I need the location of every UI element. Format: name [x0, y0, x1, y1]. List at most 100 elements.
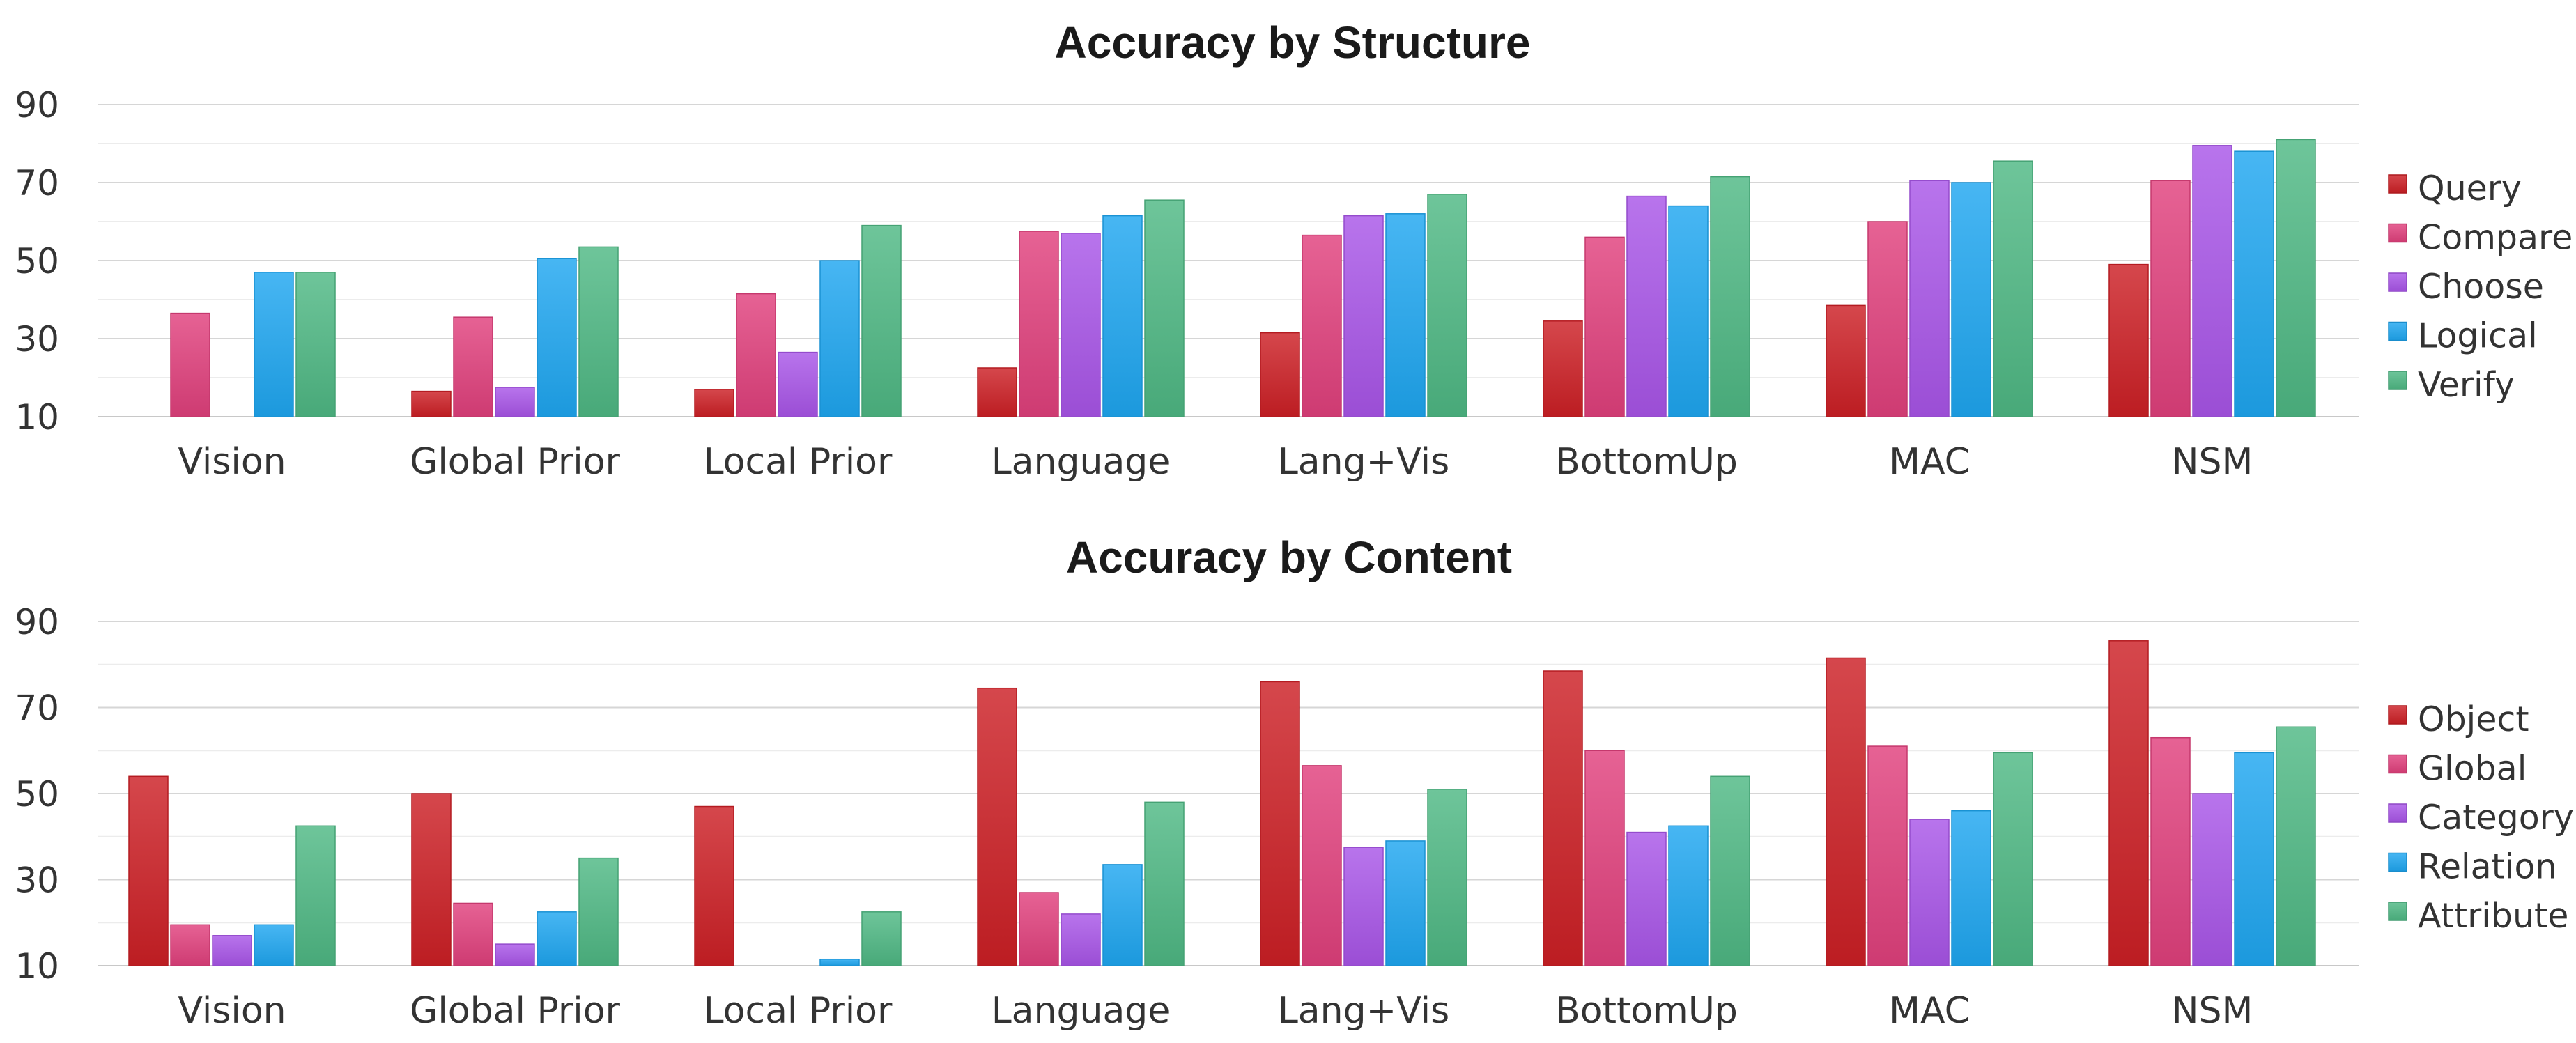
bar-compare	[1019, 231, 1059, 417]
x-category-label: Local Prior	[704, 990, 893, 1032]
bar-query	[694, 389, 734, 417]
y-tick-label: 70	[15, 688, 59, 729]
bar-global	[1584, 750, 1625, 966]
bar-category	[1061, 913, 1101, 966]
bar-object	[411, 793, 452, 966]
bar-relation	[1668, 825, 1709, 966]
legend-label: Choose	[2418, 267, 2544, 307]
bar-object	[128, 775, 169, 966]
y-tick-label: 50	[15, 774, 59, 814]
y-tick-label: 70	[15, 163, 59, 203]
bars	[128, 640, 2316, 966]
x-axis-categories: Vision Global Prior Local Prior Language Lan…	[178, 990, 2253, 1032]
bar-category	[495, 943, 535, 966]
legend-label: Logical	[2418, 316, 2538, 356]
bar-relation	[1951, 810, 1991, 966]
x-category-label: BottomUp	[1555, 990, 1738, 1032]
bar-compare	[170, 312, 210, 417]
bars	[170, 139, 2316, 417]
legend-swatch	[2388, 321, 2407, 341]
bar-compare	[453, 316, 493, 417]
x-category-label: Vision	[178, 441, 286, 483]
bar-compare	[2150, 180, 2191, 417]
x-category-label: NSM	[2172, 990, 2253, 1032]
bar-compare	[1302, 234, 1342, 417]
bar-query	[977, 367, 1017, 417]
bar-choose	[2192, 145, 2232, 417]
structure-chart: Accuracy by Structure 10 30 50 70 90 Vision G…	[15, 17, 2573, 483]
legend-swatch	[2388, 902, 2407, 921]
y-tick-label: 90	[15, 85, 59, 125]
y-tick-label: 30	[15, 319, 59, 360]
bar-query	[2108, 263, 2149, 417]
bar-global	[1019, 892, 1059, 966]
bar-attribute	[1144, 801, 1185, 966]
bar-query	[1826, 304, 1866, 417]
x-category-label: Global Prior	[410, 990, 620, 1032]
bar-category	[1909, 819, 1950, 966]
bar-attribute	[1427, 789, 1467, 966]
bar-verify	[2276, 139, 2316, 417]
y-tick-label: 30	[15, 860, 59, 901]
bar-query	[411, 390, 452, 417]
bar-choose	[1343, 215, 1384, 417]
bar-object	[1260, 681, 1300, 966]
bar-attribute	[578, 857, 619, 966]
legend-label: Query	[2418, 169, 2522, 208]
bar-object	[977, 687, 1017, 966]
x-category-label: Lang+Vis	[1278, 990, 1449, 1032]
bar-verify	[578, 246, 619, 417]
bar-choose	[1061, 233, 1101, 417]
y-axis-ticks: 10 30 50 70 90	[15, 85, 59, 438]
bar-relation	[1102, 864, 1143, 966]
legend-label: Category	[2418, 798, 2574, 837]
legend-label: Verify	[2418, 365, 2515, 405]
bar-choose	[495, 387, 535, 417]
bar-relation	[1385, 840, 1426, 966]
bar-choose	[1909, 180, 1950, 417]
y-tick-label: 10	[15, 397, 59, 438]
legend-label: Object	[2418, 700, 2529, 739]
bar-verify	[1427, 194, 1467, 417]
bar-attribute	[295, 825, 336, 966]
bar-compare	[1584, 236, 1625, 417]
bar-global	[170, 924, 210, 966]
legend-swatch	[2388, 754, 2407, 774]
legend-label: Global	[2418, 749, 2527, 789]
legend-swatch	[2388, 803, 2407, 823]
legend-swatch	[2388, 174, 2407, 194]
bar-query	[1260, 332, 1300, 417]
bar-object	[2108, 640, 2149, 966]
bar-category	[1626, 831, 1667, 966]
bar-attribute	[1710, 775, 1750, 966]
legend-label: Attribute	[2418, 896, 2568, 936]
legend: Query Compare Choose Logical Verify	[2388, 169, 2573, 405]
bar-verify	[295, 272, 336, 417]
x-category-label: BottomUp	[1555, 441, 1738, 483]
bar-logical	[2234, 150, 2274, 417]
bar-global	[453, 902, 493, 966]
x-category-label: MAC	[1889, 990, 1970, 1032]
bar-verify	[1993, 160, 2033, 417]
legend-label: Compare	[2418, 218, 2573, 258]
chart-title: Accuracy by Content	[1066, 532, 1512, 582]
bar-attribute	[1993, 752, 2033, 966]
bar-object	[1826, 657, 1866, 966]
x-category-label: Language	[992, 441, 1171, 483]
x-category-label: MAC	[1889, 441, 1970, 483]
bar-relation	[2234, 752, 2274, 966]
x-category-label: Language	[992, 990, 1171, 1032]
bar-logical	[1668, 205, 1709, 417]
legend-label: Relation	[2418, 847, 2557, 887]
bar-logical	[819, 260, 860, 417]
bar-object	[1543, 670, 1583, 966]
bar-compare	[736, 293, 776, 417]
y-tick-label: 90	[15, 602, 59, 642]
legend-swatch	[2388, 272, 2407, 292]
bar-relation	[254, 924, 294, 966]
bar-choose	[1626, 195, 1667, 417]
bar-category	[1343, 847, 1384, 966]
bar-category	[2192, 793, 2232, 966]
bar-category	[212, 935, 252, 966]
bar-compare	[1867, 221, 1908, 417]
